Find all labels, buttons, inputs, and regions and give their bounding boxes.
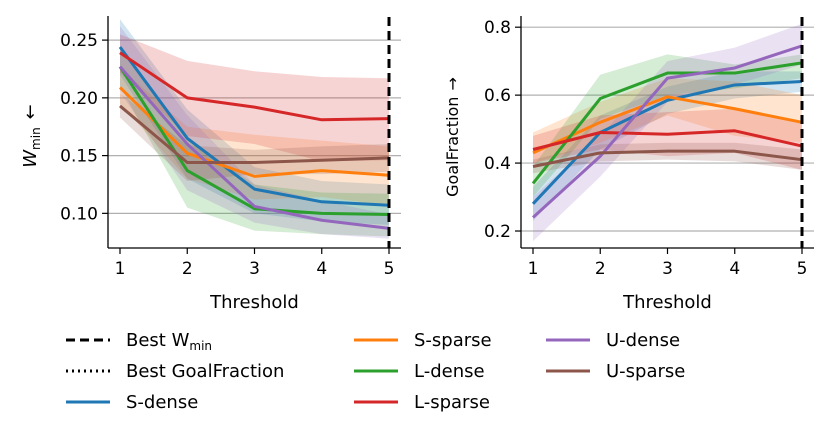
legend-label-best-wmin-sub: min (189, 339, 212, 353)
x-tick-label: 3 (662, 259, 673, 279)
series-line-l-dense (531, 61, 803, 185)
chart-goalfraction: 0.2 0.4 0.6 0.8 1 2 3 4 5 Threshold (484, 16, 814, 313)
legend-item-u-dense: U-dense (546, 330, 680, 351)
legend-item-u-sparse: U-sparse (546, 361, 685, 382)
legend-item-s-dense: S-dense (66, 392, 198, 413)
band-l-dense (533, 54, 802, 198)
x-tick-label: 4 (316, 259, 327, 279)
legend-label-s-dense: S-dense (126, 392, 198, 413)
legend-label-u-dense: U-dense (606, 330, 680, 351)
ylabel-goalfraction-main: GoalFraction (443, 97, 462, 197)
legend: Best Wmin Best GoalFraction S-dense S-sp… (66, 330, 685, 413)
y-tick-label: 0.6 (484, 86, 511, 106)
x-tick-label: 5 (384, 259, 395, 279)
legend-item-best-wmin: Best Wmin (66, 330, 212, 353)
y-tick-label: 0.10 (60, 204, 98, 224)
legend-label-s-sparse: S-sparse (414, 330, 492, 351)
x-tick-label: 4 (729, 259, 740, 279)
ylabel-wmin: Wmin ← (20, 104, 43, 168)
ylabel-goalfraction-arrow: → (443, 77, 462, 90)
series-line-l-dense (118, 65, 390, 217)
x-tick-label: 3 (249, 259, 260, 279)
legend-item-best-goalfraction: Best GoalFraction (66, 361, 284, 382)
y-tick-label: 0.2 (484, 222, 511, 242)
legend-label-l-sparse: L-sparse (414, 392, 490, 413)
series-line-s-sparse (118, 86, 390, 178)
ylabel-goalfraction: GoalFraction → (443, 77, 462, 197)
y-tick-label: 0.20 (60, 89, 98, 109)
x-tick-label: 5 (797, 259, 808, 279)
band-u-dense (120, 26, 389, 239)
ylabel-wmin-sub: min (29, 127, 43, 150)
series-line-u-sparse (119, 104, 390, 165)
legend-label-u-sparse: U-sparse (606, 361, 685, 382)
x-axis-label: Threshold (622, 292, 712, 313)
legend-label-best-goalfraction: Best GoalFraction (126, 361, 284, 382)
x-tick-label: 1 (115, 259, 126, 279)
legend-item-s-sparse: S-sparse (354, 330, 492, 351)
series-line-l-sparse (532, 129, 803, 151)
x-tick-label: 1 (528, 259, 539, 279)
ylabel-wmin-main: W (20, 149, 41, 168)
x-tick-label: 2 (595, 259, 606, 279)
band-l-sparse (533, 108, 802, 170)
band-s-dense (120, 19, 389, 225)
band-u-dense (533, 23, 802, 242)
legend-label-l-dense: L-dense (414, 361, 485, 382)
legend-item-l-sparse: L-sparse (354, 392, 490, 413)
legend-label-best-wmin: Best W (126, 330, 190, 351)
y-tick-label: 0.15 (60, 147, 98, 167)
x-tick-label: 2 (182, 259, 193, 279)
series-line-s-sparse (532, 95, 803, 155)
legend-item-l-dense: L-dense (354, 361, 485, 382)
band-s-sparse (533, 78, 802, 164)
y-tick-label: 0.8 (484, 18, 511, 38)
series-line-u-dense (531, 44, 803, 219)
band-l-sparse (120, 34, 389, 162)
series-line-u-sparse (532, 149, 803, 168)
x-axis-label: Threshold (209, 292, 299, 313)
y-tick-label: 0.4 (484, 154, 511, 174)
y-tick-label: 0.25 (60, 31, 98, 51)
series-line-u-dense (118, 65, 390, 230)
ylabel-wmin-arrow: ← (20, 104, 41, 119)
series-line-s-dense (118, 46, 390, 207)
series-line-l-sparse (119, 51, 390, 122)
svg-text:Best Wmin: Best Wmin (126, 330, 212, 353)
chart-wmin: 0.10 0.15 0.20 0.25 1 2 3 4 5 Threshold (60, 16, 401, 313)
band-l-dense (120, 50, 389, 237)
